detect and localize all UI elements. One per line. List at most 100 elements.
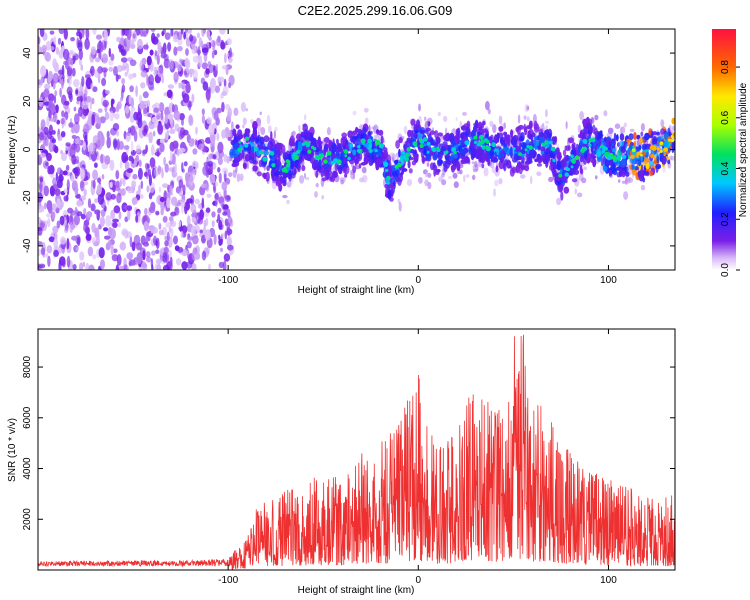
spectrogram-noise-cell	[212, 40, 216, 53]
spectrogram-noise-cell	[171, 171, 178, 178]
spectrogram-noise-cell	[60, 131, 66, 138]
spectrogram-noise-cell	[80, 180, 85, 192]
spectrogram-noise-cell	[167, 42, 172, 52]
spectrogram-signal-cell	[398, 148, 401, 158]
spectrogram-xlabel: Height of straight line (km)	[298, 285, 415, 296]
spectrogram-signal-cell	[246, 144, 252, 155]
spectrogram-signal-cell	[579, 156, 584, 163]
spectrogram-noise-cell	[135, 144, 141, 154]
spectrogram-noise-cell	[142, 44, 149, 50]
spectrogram-signal-cell	[481, 120, 486, 126]
spectrogram-peak-cell	[571, 159, 576, 164]
spectrogram-noise-cell	[76, 211, 83, 217]
spectrogram-noise-cell	[218, 172, 222, 184]
spectrogram-noise-cell	[228, 129, 232, 140]
spectrogram-peak-cell	[564, 172, 569, 177]
spectrogram-halo-cell	[274, 126, 278, 132]
colorbar: 0.0 0.2 0.4 0.6 0.8 Normalized spectral ampl…	[712, 29, 749, 277]
spectrogram-peak-cell	[399, 155, 404, 160]
spectrogram-noise-cell	[146, 185, 150, 193]
spectrogram-halo-cell	[565, 121, 568, 130]
spectrogram-signal-cell	[510, 138, 516, 146]
spectrogram-signal-cell	[668, 147, 671, 153]
spectrogram-noise-cell	[61, 78, 64, 90]
spectrogram-halo-cell	[425, 170, 428, 178]
spectrogram-peak-cell	[283, 166, 287, 170]
spectrogram-peak-cell	[318, 156, 322, 160]
spectrogram-noise-cell	[124, 71, 128, 77]
spectrogram-signal-cell	[445, 159, 452, 165]
spectrogram-signal-cell	[671, 117, 675, 125]
spectrogram-noise-cell	[48, 70, 53, 82]
spectrogram-halo-cell	[364, 117, 369, 124]
spectrogram-ylabel: Frequency (Hz)	[7, 116, 18, 185]
spectrogram-noise-cell	[179, 199, 186, 204]
spectrogram-noise-cell	[176, 202, 182, 207]
spectrogram-noise-cell	[112, 185, 116, 193]
spectrogram-noise-cell	[148, 131, 153, 144]
spectrogram-noise-cell	[119, 97, 123, 102]
spectrogram-noise-cell	[179, 127, 186, 139]
spectrogram-signal-cell	[315, 170, 319, 179]
spectrogram-noise-cell	[73, 79, 80, 88]
spectrogram-halo-cell	[483, 167, 489, 177]
spectrogram-noise-cell	[190, 212, 198, 218]
spectrogram-peak-cell	[237, 147, 242, 152]
spectrogram-noise-cell	[144, 162, 150, 170]
spectrogram-signal-cell	[611, 163, 616, 173]
spectrogram-noise-cell	[186, 241, 192, 249]
spectrogram-noise-cell	[63, 60, 69, 66]
spectrogram-noise-cell	[122, 177, 126, 187]
spectrogram-signal-cell	[313, 165, 320, 170]
spectrogram-halo-cell	[603, 110, 608, 117]
spectrogram-signal-cell	[391, 170, 397, 178]
spectrogram-signal-cell	[355, 126, 359, 133]
spectrogram-noise-cell	[128, 155, 134, 162]
spectrogram-noise-cell	[201, 114, 205, 124]
spectrogram-noise-cell	[64, 227, 69, 234]
snr-xtick-label: 0	[416, 575, 422, 586]
spectrogram-signal-cell	[407, 129, 413, 138]
spectrogram-peak-cell	[512, 147, 516, 151]
spectrogram-halo-cell	[321, 195, 325, 200]
spectrogram-noise-cell	[51, 130, 56, 135]
spectrogram-noise-cell	[103, 29, 108, 42]
spectrogram-noise-cell	[56, 167, 61, 175]
colorbar-label: Normalized spectral amplitude	[738, 82, 749, 217]
spectrogram-signal-cell	[550, 161, 554, 168]
spectrogram-noise-cell	[168, 226, 172, 233]
spectrogram-noise-cell	[147, 234, 151, 242]
spectrogram-signal-cell	[549, 153, 555, 159]
spectrogram-noise-cell	[135, 154, 140, 163]
spectrogram-noise-cell	[66, 186, 70, 196]
spectrogram-peak-cell	[347, 156, 351, 161]
spectrogram-peak-cell	[269, 150, 274, 155]
spectrogram-halo-cell	[398, 201, 402, 212]
spectrogram-noise-cell	[166, 197, 171, 209]
spectrogram-peak-cell	[323, 159, 328, 164]
spectrogram-noise-cell	[198, 143, 205, 151]
snr-xlabel: Height of straight line (km)	[298, 585, 415, 596]
spectrogram-halo-cell	[623, 122, 627, 128]
spectrogram-noise-cell	[100, 209, 106, 218]
spectrogram-noise-cell	[202, 81, 209, 91]
spectrogram-peak-cell	[294, 155, 299, 161]
spectrogram-peak-cell	[412, 141, 418, 147]
spectrogram-halo-cell	[438, 176, 444, 182]
spectrogram-halo-cell	[259, 111, 262, 116]
spectrogram-noise-cell	[224, 53, 227, 64]
spectrogram-noise-cell	[163, 156, 166, 166]
spectrogram-noise-cell	[55, 171, 59, 182]
spectrogram-noise-cell	[38, 248, 42, 257]
spectrogram-noise-cell	[156, 149, 160, 158]
spectrogram-noise-cell	[110, 127, 117, 136]
spectrogram-noise-cell	[197, 55, 202, 60]
snr-panel: -100 0 100 2000 4000 6000 8000 Height of strai…	[7, 328, 676, 596]
spectrogram-peak-cell	[436, 146, 440, 150]
spectrogram-signal-cell	[301, 165, 306, 172]
spectrogram-noise-cell	[89, 98, 93, 111]
spectrogram-peak-cell	[622, 154, 627, 159]
spectrogram-halo-cell	[617, 179, 621, 183]
spectrogram-signal-cell	[453, 153, 459, 159]
spectrogram-noise-cell	[60, 150, 63, 155]
